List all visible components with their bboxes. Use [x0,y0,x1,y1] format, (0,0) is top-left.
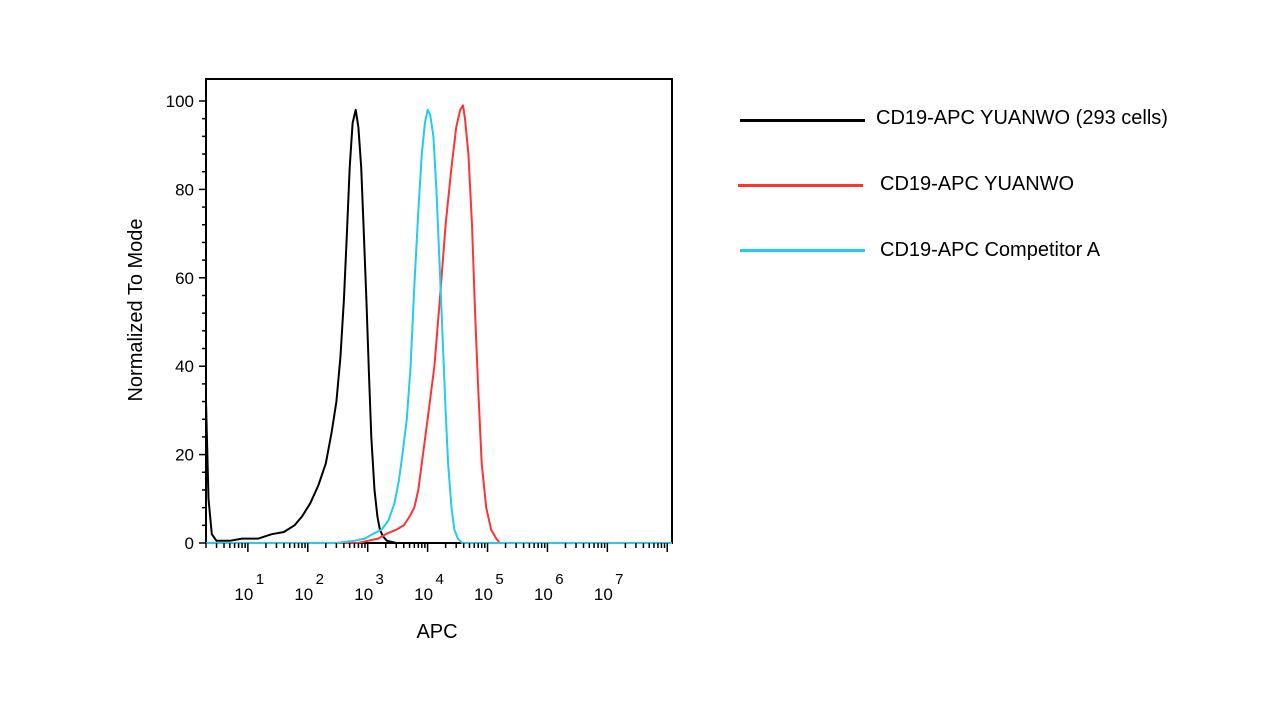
x-tick-label: 10 [294,585,313,604]
x-tick-exponent: 4 [435,571,443,588]
y-tick-label: 60 [175,269,194,288]
x-tick-label: 10 [354,585,373,604]
y-tick-label: 0 [185,534,194,553]
x-tick-exponent: 3 [376,571,384,588]
y-tick-label: 80 [175,180,194,199]
legend-label: CD19-APC Competitor A [880,239,1101,261]
x-tick-exponent: 7 [615,571,623,588]
x-tick-label: 10 [234,585,253,604]
x-tick-label: 10 [534,585,553,604]
legend-swatch [740,249,865,252]
x-tick-label: 10 [474,585,493,604]
series-lines [205,104,672,544]
x-tick-exponent: 2 [316,571,324,588]
x-tick-label: 10 [414,585,433,604]
y-tick-label: 100 [166,92,194,111]
legend-label: CD19-APC YUANWO (293 cells) [876,107,1168,129]
x-tick-exponent: 6 [555,571,563,588]
y-axis-label: Normalized To Mode [125,218,147,401]
y-tick-label: 20 [175,446,194,465]
legend-item-black: CD19-APC YUANWO (293 cells) [740,105,1240,135]
x-tick-exponent: 5 [495,571,503,588]
y-tick-label: 40 [175,357,194,376]
legend-swatch [740,119,865,122]
legend-item-cyan: CD19-APC Competitor A [740,236,1240,266]
series-line-3 [206,108,672,544]
series-line-2 [206,104,672,544]
legend-swatch [738,184,863,187]
x-tick-exponent: 1 [256,571,264,588]
x-axis-label: APC [416,621,457,643]
x-tick-label: 10 [594,585,613,604]
legend-label: CD19-APC YUANWO [880,173,1075,195]
legend-item-red: CD19-APC YUANWO [738,170,1238,200]
series-line-1 [205,108,672,544]
